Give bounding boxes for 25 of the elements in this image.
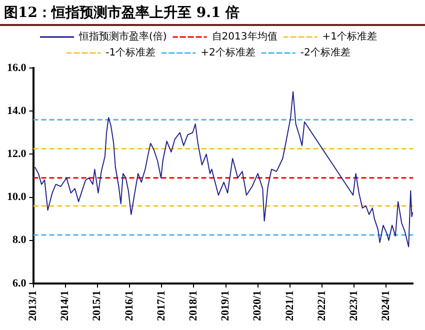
x-tick-label: 2019/1 (220, 290, 232, 322)
x-tick-label: 2021/1 (284, 290, 296, 322)
y-tick-label: 16.0 (7, 62, 27, 74)
legend-label: +1个标准差 (322, 30, 378, 43)
y-tick-label: 10.0 (7, 191, 27, 204)
y-tick-label: 14.0 (7, 104, 27, 117)
legend-label: +2个标准差 (200, 46, 256, 59)
x-tick-label: 2020/1 (252, 290, 264, 322)
legend-label: -1个标准差 (106, 46, 156, 59)
x-tick-label: 2018/1 (188, 290, 200, 322)
y-tick-label: 8.0 (12, 234, 27, 246)
x-tick-label: 2024/1 (380, 290, 392, 322)
x-tick-label: 2014/1 (59, 290, 72, 322)
x-tick-label: 2013/1 (27, 290, 40, 322)
x-tick-label: 2015/1 (91, 290, 104, 322)
legend-label: 恒指预测市盈率(倍) (78, 30, 167, 43)
x-tick-label: 2016/1 (123, 290, 136, 322)
y-tick-label: 12.0 (7, 148, 27, 160)
x-tick-label: 2022/1 (316, 290, 328, 322)
legend-label: -2个标准差 (300, 46, 350, 59)
y-tick-label: 6.0 (12, 277, 27, 290)
x-tick-label: 2017/1 (155, 290, 168, 322)
chart-title: 图12：恒指预测市盈率上升至 9.1 倍 (0, 0, 425, 26)
x-tick-label: 2023/1 (348, 290, 360, 322)
legend-label: 自2013年均值 (212, 30, 278, 43)
